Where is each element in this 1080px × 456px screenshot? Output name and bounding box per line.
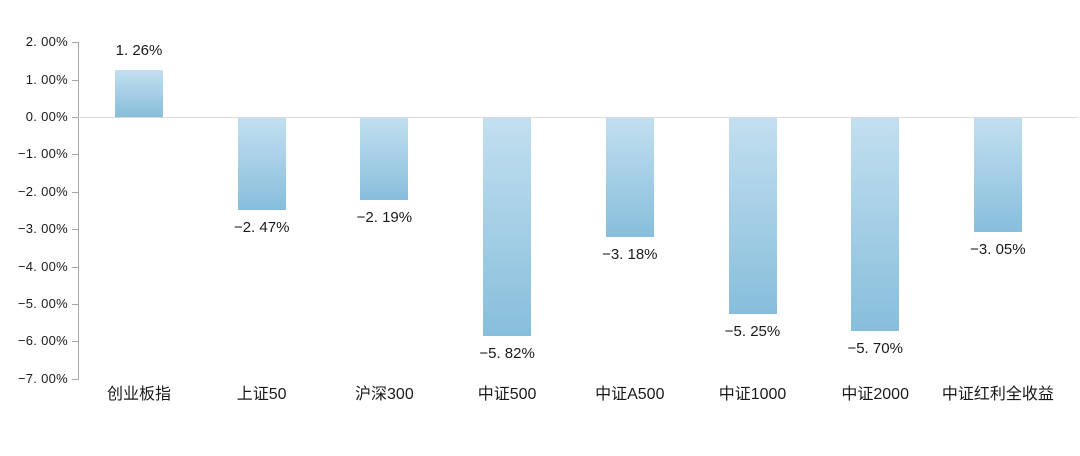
y-axis-tick: [72, 117, 78, 118]
y-axis-tick-label: −2. 00%: [17, 183, 68, 199]
bar-value-label: −2. 47%: [233, 219, 290, 237]
x-axis-category-label: 创业板指: [106, 386, 171, 403]
bar-value-label: −5. 25%: [724, 323, 781, 341]
x-axis-category-label: 上证50: [236, 386, 287, 403]
y-axis-tick: [72, 79, 78, 81]
y-axis-tick-label: −7. 00%: [17, 370, 68, 386]
y-axis-tick: [72, 266, 78, 268]
y-axis-tick-label: −5. 00%: [17, 296, 68, 311]
bar-value-label: 1. 26%: [115, 41, 163, 59]
y-axis-tick-label: 2. 00%: [25, 34, 68, 50]
bar-6: [851, 118, 900, 332]
bar-0: [115, 69, 163, 117]
bar-value-label: −2. 19%: [356, 208, 413, 226]
bar-value-label: −3. 18%: [602, 245, 658, 263]
x-axis-category-label: 中证500: [477, 386, 537, 403]
bar-1: [237, 118, 286, 211]
y-axis-tick: [72, 378, 78, 380]
x-axis-category-label: 中证A500: [595, 386, 665, 403]
y-axis-tick: [72, 229, 78, 231]
y-axis-tick: [72, 42, 78, 44]
bar-value-label: −5. 70%: [847, 340, 903, 358]
bar-4: [605, 118, 654, 237]
y-axis-tick-label: −1. 00%: [17, 146, 68, 162]
bar-value-label: −5. 82%: [479, 344, 535, 362]
bar-7: [973, 118, 1022, 233]
x-axis-category-label: 中证1000: [718, 386, 787, 403]
x-axis-category-label: 沪深300: [355, 386, 414, 403]
bar-3: [483, 118, 532, 336]
x-axis-category-label: 中证2000: [841, 386, 909, 403]
y-axis-tick-label: −4. 00%: [17, 258, 68, 274]
bar-5: [728, 118, 777, 315]
y-axis-tick-label: 1. 00%: [25, 71, 68, 87]
y-axis-tick: [72, 191, 78, 193]
y-axis-tick-label: −3. 00%: [17, 221, 68, 237]
bar-2: [360, 118, 409, 200]
y-axis-tick: [72, 304, 78, 305]
y-axis-line: [78, 42, 79, 380]
y-axis-tick: [72, 341, 78, 343]
zero-gridline: [78, 117, 1078, 118]
y-axis-tick-label: −6. 00%: [17, 333, 68, 349]
x-axis-category-label: 中证红利全收益: [941, 386, 1054, 403]
y-axis-tick-label: 0. 00%: [25, 109, 68, 124]
y-axis-tick: [72, 154, 78, 156]
bar-value-label: −3. 05%: [970, 241, 1026, 259]
